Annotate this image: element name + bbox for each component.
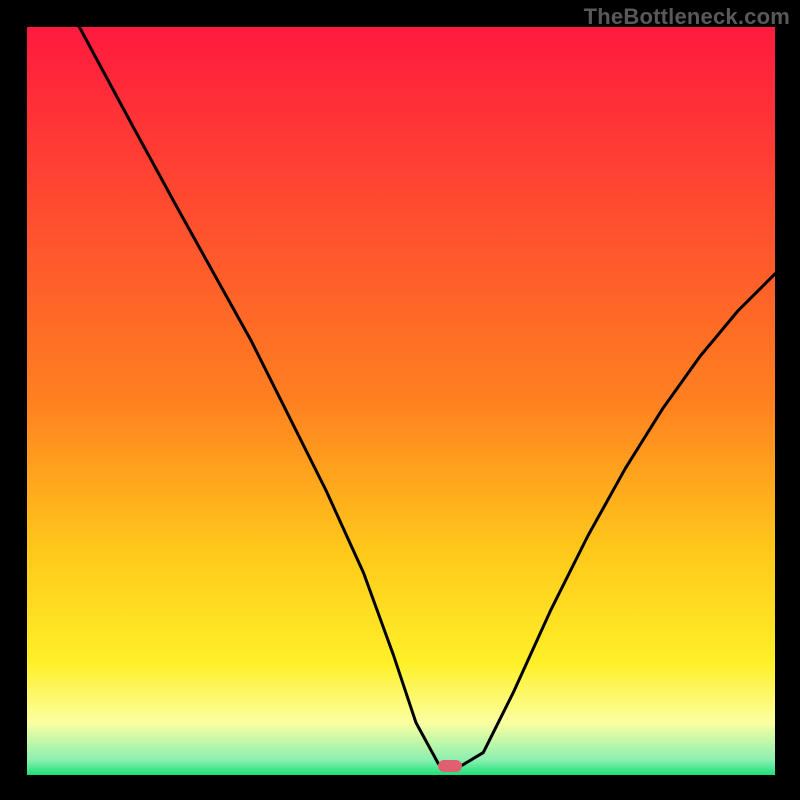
chart-container: TheBottleneck.com xyxy=(0,0,800,800)
watermark-text: TheBottleneck.com xyxy=(584,4,790,30)
optimum-marker xyxy=(438,760,462,772)
plot-gradient-background xyxy=(27,27,775,775)
